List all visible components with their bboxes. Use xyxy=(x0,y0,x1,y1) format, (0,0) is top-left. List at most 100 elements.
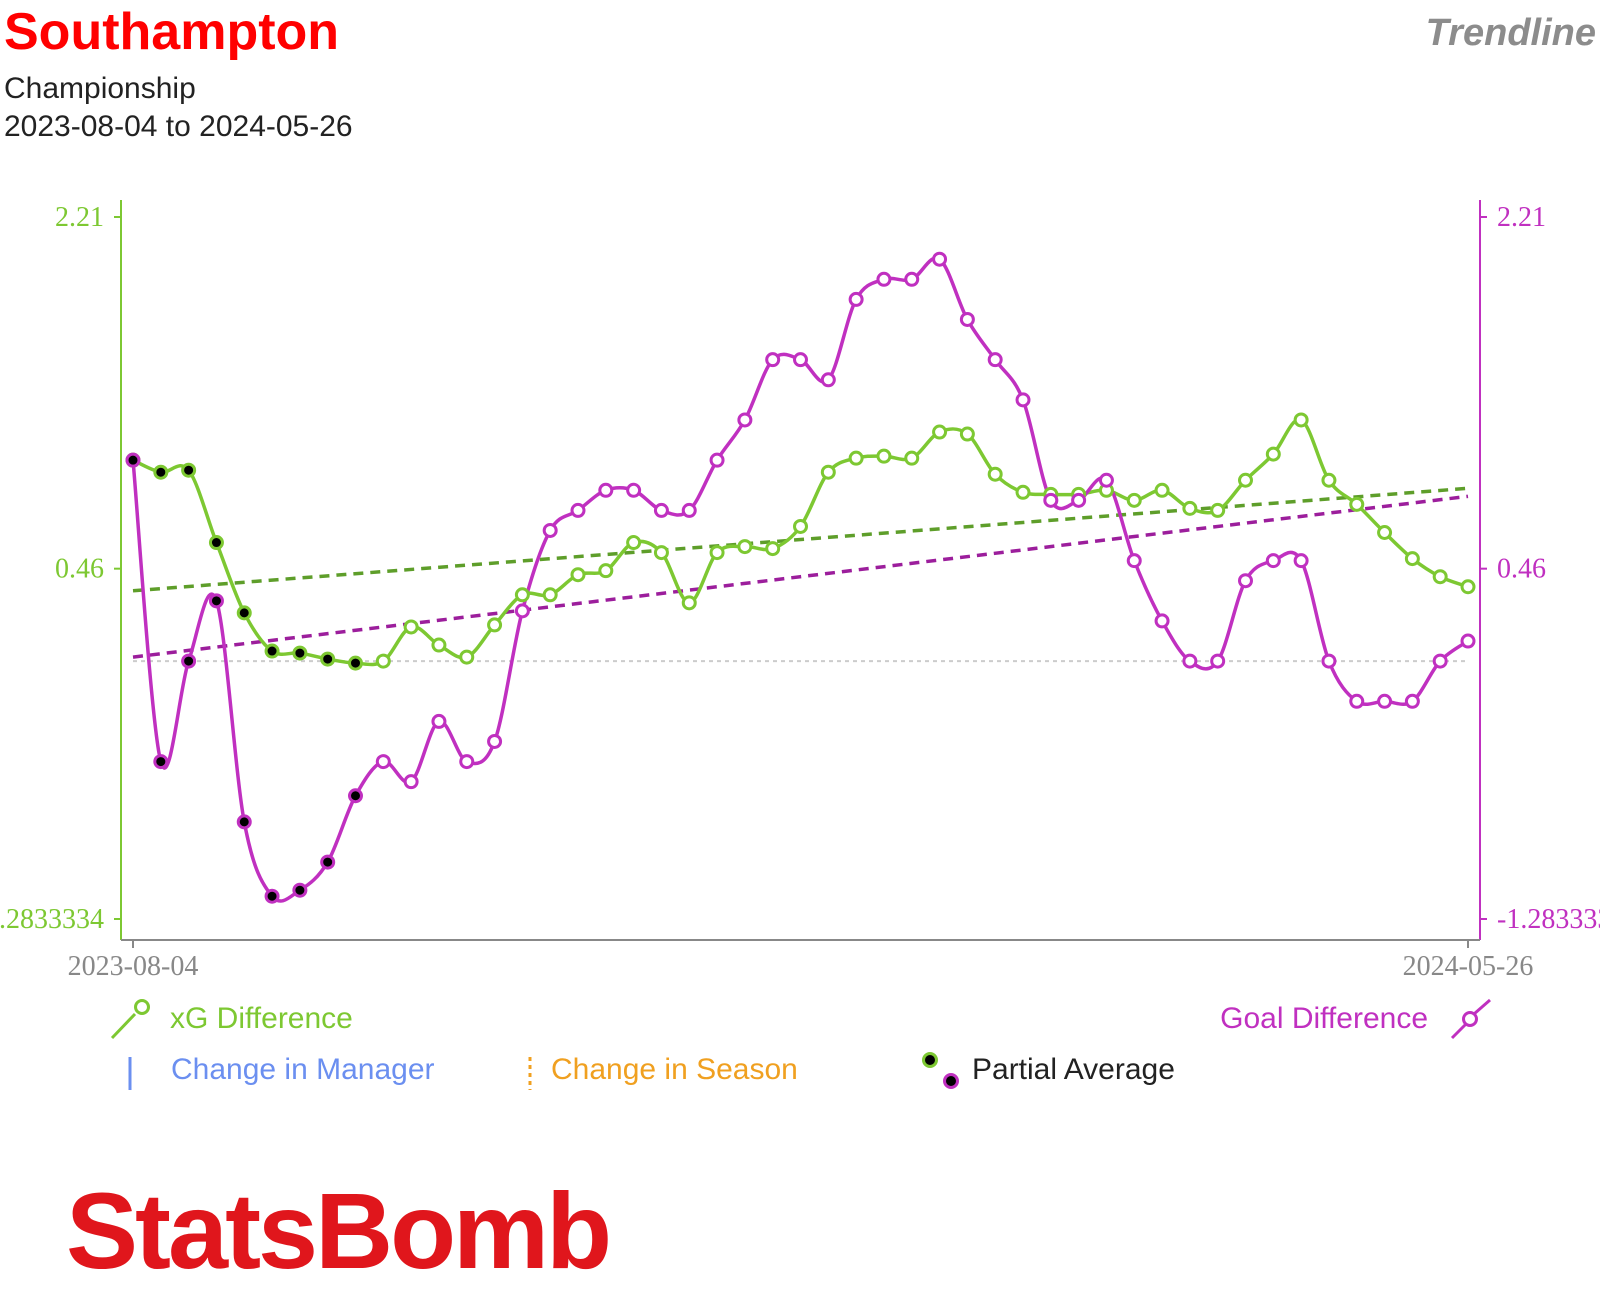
goal-point xyxy=(653,502,669,518)
manager-legend-label: Change in Manager xyxy=(171,1053,435,1086)
xg-point xyxy=(236,605,252,621)
statsbomb-logo: StatsBomb xyxy=(66,1170,609,1291)
goal-point xyxy=(1293,553,1309,569)
xg-legend-line xyxy=(110,1012,137,1040)
goal-point xyxy=(1154,613,1170,629)
goal-point xyxy=(236,814,252,830)
goal-point xyxy=(292,882,308,898)
chart-legend: xG Difference Goal Difference Change in … xyxy=(110,998,1491,1090)
xg-point xyxy=(987,466,1003,482)
xg-point xyxy=(375,653,391,669)
goal-legend-marker xyxy=(1462,1011,1478,1027)
goal-point xyxy=(1377,693,1393,709)
right-y-tick-label: 0.46 xyxy=(1497,554,1546,585)
xg-point xyxy=(459,649,475,665)
xg-point xyxy=(264,643,280,659)
goal-point xyxy=(181,653,197,669)
xg-legend-label: xG Difference xyxy=(170,1002,353,1035)
goal-point xyxy=(876,271,892,287)
goal-point xyxy=(904,271,920,287)
goal-point xyxy=(125,452,141,468)
left-y-tick-label: 2.21 xyxy=(55,202,104,233)
xg-point xyxy=(570,567,586,583)
goal-point xyxy=(765,352,781,368)
view-label: Trendline xyxy=(1425,12,1596,54)
partial-legend-marker-goal xyxy=(943,1073,959,1089)
xg-point xyxy=(1154,482,1170,498)
goal-point xyxy=(153,754,169,770)
goal-point xyxy=(348,788,363,804)
competition-label: Championship xyxy=(4,72,196,105)
xg-point xyxy=(709,545,725,561)
xg-legend-marker xyxy=(134,999,150,1015)
date-range-label: 2023-08-04 to 2024-05-26 xyxy=(4,110,353,143)
goal-legend-line xyxy=(1450,1022,1468,1040)
xg-point xyxy=(737,539,753,555)
xg-point xyxy=(431,637,447,653)
xg-point xyxy=(793,518,808,534)
goal-point xyxy=(737,412,753,428)
xg-point xyxy=(153,464,169,480)
goal-point xyxy=(1349,693,1365,709)
goal-trendline xyxy=(132,494,1469,659)
xg-point xyxy=(487,617,503,633)
chart-axes xyxy=(120,200,1481,941)
goal-point xyxy=(959,311,975,327)
season-legend-label: Change in Season xyxy=(551,1053,798,1086)
goal-point xyxy=(570,502,586,518)
goal-point xyxy=(1210,653,1226,669)
xg-point xyxy=(208,535,224,551)
goal-point xyxy=(514,603,530,619)
partial-legend-marker-xg xyxy=(922,1052,938,1068)
xg-point xyxy=(598,563,614,579)
goal-point xyxy=(403,774,419,790)
xg-point xyxy=(932,424,948,440)
left-y-tick-label: -1.2833334 xyxy=(0,904,104,935)
goal-point xyxy=(487,733,503,749)
goal-point xyxy=(208,593,224,609)
goal-point xyxy=(1321,653,1337,669)
goal-point xyxy=(1238,573,1253,589)
xg-point xyxy=(1265,446,1281,462)
xg-point xyxy=(765,541,781,557)
xg-trendline xyxy=(132,486,1469,593)
xg-point xyxy=(1210,502,1226,518)
goal-point xyxy=(848,291,864,307)
xg-point xyxy=(1182,500,1198,516)
xg-point xyxy=(1321,472,1337,488)
x-tick-label: 2023-08-04 xyxy=(68,951,199,982)
xg-point xyxy=(348,655,363,671)
xg-point xyxy=(820,464,836,480)
xg-point xyxy=(292,645,308,661)
xg-point xyxy=(1377,524,1393,540)
goal-point xyxy=(793,352,808,368)
xg-point xyxy=(1404,551,1420,567)
goal-point xyxy=(1265,553,1281,569)
right-y-tick-label: -1.2833334 xyxy=(1497,904,1600,935)
xg-point xyxy=(403,619,419,635)
goal-point xyxy=(1182,653,1198,669)
xg-point xyxy=(876,448,892,464)
goal-point xyxy=(709,452,725,468)
xg-point xyxy=(1015,484,1031,500)
xg-point xyxy=(1349,496,1365,512)
xg-point xyxy=(653,545,669,561)
xg-point xyxy=(514,587,530,603)
xg-point xyxy=(320,651,336,667)
right-y-tick-label: 2.21 xyxy=(1497,202,1546,233)
xg-point xyxy=(1460,579,1476,595)
goal-point xyxy=(264,888,280,904)
xg-point xyxy=(848,450,864,466)
goal-point xyxy=(1432,653,1448,669)
xg-point xyxy=(681,595,697,611)
goal-point xyxy=(431,713,447,729)
xg-point xyxy=(1432,569,1448,585)
xg-point xyxy=(181,462,197,478)
goal-point xyxy=(459,754,475,770)
goal-point xyxy=(1043,492,1059,508)
xg-point xyxy=(959,426,975,442)
partial-legend-label: Partial Average xyxy=(972,1053,1175,1086)
goal-point xyxy=(598,482,614,498)
goal-point xyxy=(1015,392,1031,408)
